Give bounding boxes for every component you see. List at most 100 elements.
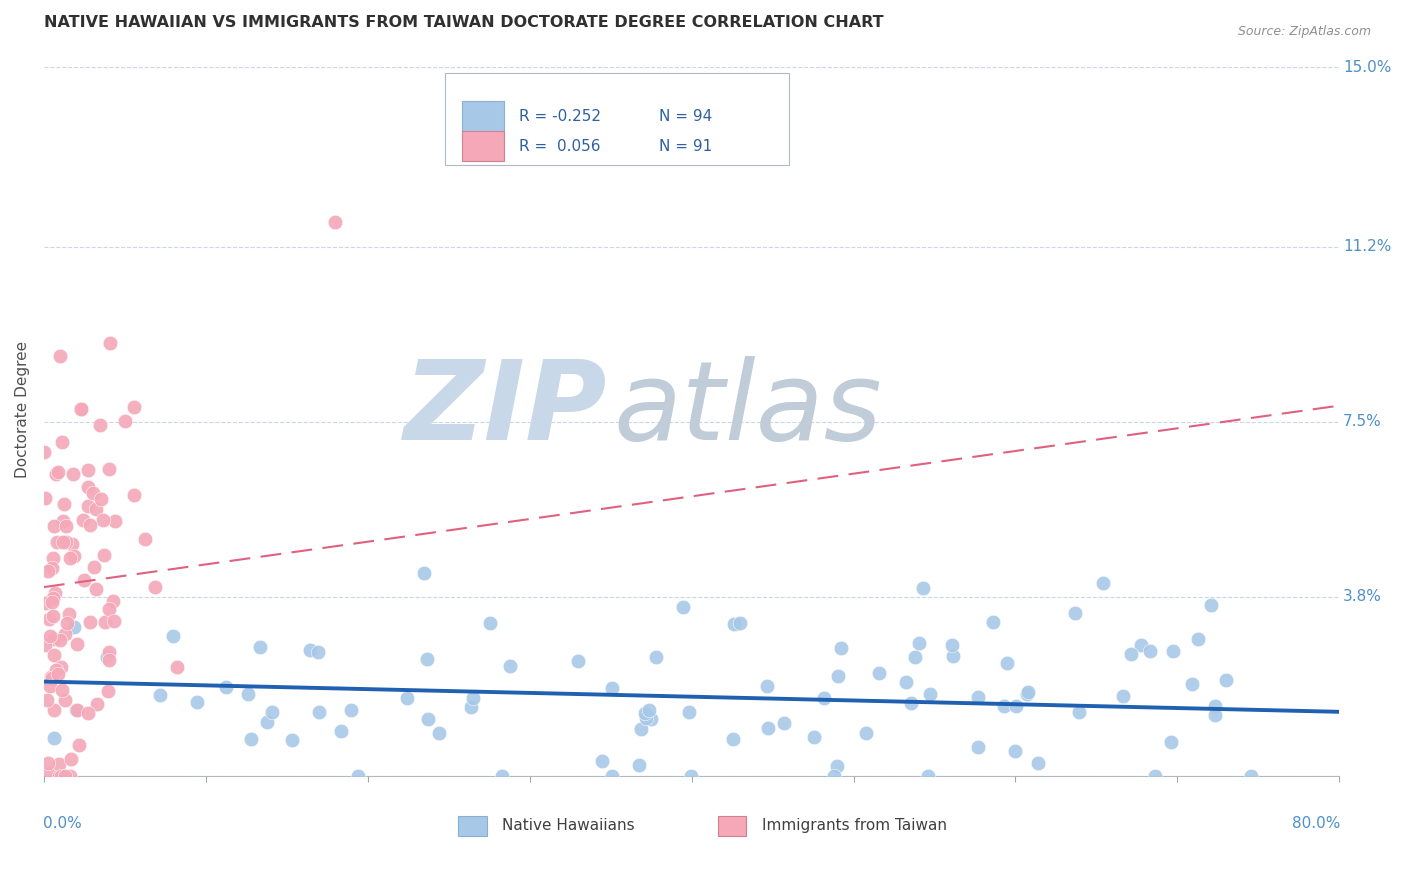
Point xyxy=(911,582,934,596)
Point xyxy=(51,434,73,449)
Point xyxy=(347,769,370,783)
Point xyxy=(94,615,117,629)
Point xyxy=(91,513,114,527)
Point xyxy=(65,703,87,717)
Point xyxy=(1004,744,1026,758)
Point xyxy=(59,769,82,783)
Point xyxy=(567,654,589,668)
Point xyxy=(41,551,63,566)
Point xyxy=(46,465,69,479)
Point xyxy=(281,732,304,747)
Point xyxy=(672,599,695,614)
Point xyxy=(45,467,67,481)
Point xyxy=(966,690,988,705)
Text: Native Hawaiians: Native Hawaiians xyxy=(502,818,636,833)
Point xyxy=(634,706,657,720)
Point xyxy=(723,616,745,631)
Point xyxy=(1069,705,1091,719)
Point xyxy=(51,682,73,697)
Text: R =  0.056: R = 0.056 xyxy=(519,138,600,153)
Point xyxy=(72,574,94,588)
Point xyxy=(149,688,172,702)
Point xyxy=(97,645,120,659)
Point xyxy=(104,514,127,528)
Point xyxy=(983,615,1005,629)
Point xyxy=(678,705,700,719)
Point xyxy=(37,756,59,771)
Point xyxy=(55,769,77,783)
Bar xyxy=(458,815,486,836)
Point xyxy=(97,684,120,698)
Point xyxy=(1161,644,1184,658)
Point xyxy=(1144,769,1167,783)
Point xyxy=(114,414,136,428)
Point xyxy=(76,706,98,721)
Text: 7.5%: 7.5% xyxy=(1343,414,1382,429)
Point xyxy=(730,615,752,630)
Point xyxy=(143,580,166,594)
Text: NATIVE HAWAIIAN VS IMMIGRANTS FROM TAIWAN DOCTORATE DEGREE CORRELATION CHART: NATIVE HAWAIIAN VS IMMIGRANTS FROM TAIWA… xyxy=(44,15,883,30)
Point xyxy=(66,637,89,651)
Point xyxy=(98,601,121,615)
Y-axis label: Doctorate Degree: Doctorate Degree xyxy=(15,342,30,478)
Point xyxy=(122,488,145,502)
Point xyxy=(122,400,145,414)
Point xyxy=(1026,756,1049,770)
Text: Immigrants from Taiwan: Immigrants from Taiwan xyxy=(762,818,946,833)
Point xyxy=(325,215,347,229)
Point xyxy=(823,769,845,783)
Point xyxy=(1112,689,1135,703)
Point xyxy=(1017,687,1039,701)
Point xyxy=(44,648,66,662)
Point xyxy=(463,691,485,706)
Point xyxy=(82,486,104,500)
Point xyxy=(44,586,66,600)
Point xyxy=(84,502,107,516)
Point xyxy=(48,757,70,772)
Point xyxy=(1119,647,1142,661)
Point xyxy=(38,765,60,780)
Point xyxy=(1215,673,1237,688)
Point xyxy=(908,636,931,650)
Point xyxy=(96,650,118,665)
Point xyxy=(55,627,77,641)
Point xyxy=(55,693,77,707)
Point xyxy=(55,535,77,549)
Point xyxy=(966,740,988,755)
Point xyxy=(215,680,238,694)
Point xyxy=(60,537,83,551)
Point xyxy=(76,463,98,477)
Point xyxy=(1181,677,1204,691)
Point xyxy=(330,724,353,739)
Point xyxy=(1187,632,1209,646)
Point xyxy=(49,349,72,363)
Point xyxy=(45,535,67,549)
Point xyxy=(491,769,513,783)
Point xyxy=(41,595,63,609)
Point xyxy=(1063,606,1085,620)
Point xyxy=(1005,699,1028,714)
Text: atlas: atlas xyxy=(614,357,883,463)
Point xyxy=(479,615,502,630)
Point xyxy=(1204,698,1226,713)
Point xyxy=(993,698,1015,713)
Point xyxy=(103,614,125,628)
Point xyxy=(1017,685,1039,699)
Point xyxy=(101,594,124,608)
Point xyxy=(499,659,522,673)
Point xyxy=(38,629,60,643)
Point xyxy=(42,518,65,533)
Point xyxy=(41,609,63,624)
Point xyxy=(34,491,56,505)
Point xyxy=(308,705,330,719)
Point xyxy=(97,462,120,476)
Point xyxy=(35,692,58,706)
Point xyxy=(38,680,60,694)
Point xyxy=(460,700,482,714)
Point xyxy=(773,715,796,730)
Point xyxy=(90,491,112,506)
Point xyxy=(60,752,83,766)
Point xyxy=(34,596,56,610)
Point xyxy=(256,714,278,729)
Point xyxy=(236,687,259,701)
